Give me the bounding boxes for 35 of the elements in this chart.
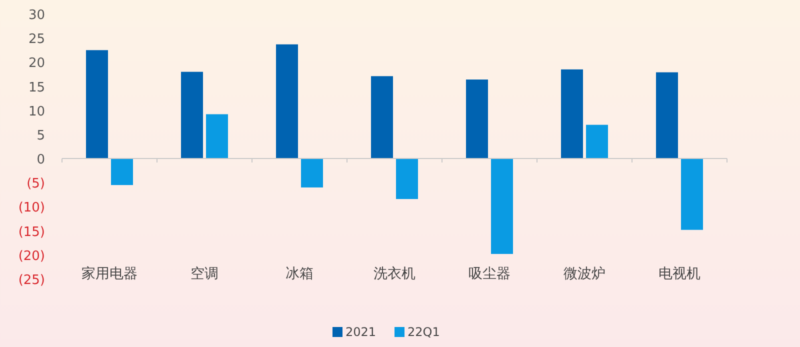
x-tick-label: 吸尘器 <box>468 266 510 282</box>
y-tick-label: (20) <box>18 248 45 264</box>
y-tick-label: (10) <box>18 200 45 216</box>
bar <box>466 80 488 159</box>
bar <box>561 69 583 159</box>
y-tick-label: 0 <box>36 152 45 168</box>
x-tick-label: 洗衣机 <box>374 266 416 282</box>
y-tick-label: (5) <box>26 176 45 192</box>
y-tick-label: 10 <box>28 104 45 120</box>
y-tick-label: 30 <box>28 8 45 23</box>
x-tick-label: 电视机 <box>658 266 700 282</box>
bar <box>111 158 133 186</box>
x-tick-label: 冰箱 <box>286 266 314 282</box>
legend-label: 22Q1 <box>408 325 440 339</box>
bar <box>371 76 393 159</box>
bar <box>681 158 703 230</box>
x-tick-label: 微波炉 <box>564 266 606 282</box>
bar <box>491 158 513 254</box>
bar <box>206 114 228 159</box>
bar <box>396 158 418 200</box>
bar <box>86 50 108 159</box>
bar <box>301 158 323 188</box>
x-tick-label: 家用电器 <box>82 266 138 282</box>
y-tick-label: 15 <box>28 80 45 96</box>
legend-label: 2021 <box>346 325 376 339</box>
y-tick-label: (15) <box>18 224 45 240</box>
x-tick-label: 空调 <box>190 266 218 282</box>
y-tick-label: 20 <box>28 56 45 72</box>
bar <box>181 72 203 159</box>
bar <box>656 72 678 159</box>
y-tick-label: 25 <box>28 32 45 48</box>
y-tick-label: (25) <box>18 273 45 288</box>
bar <box>276 44 298 159</box>
bar <box>586 124 608 159</box>
y-tick-label: 5 <box>36 128 45 144</box>
